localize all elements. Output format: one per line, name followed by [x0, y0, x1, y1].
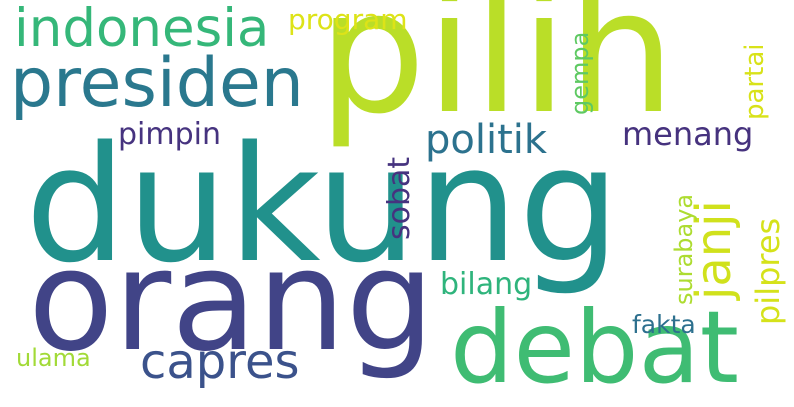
word-pilih: pilih — [318, 0, 676, 152]
word-politik: politik — [425, 117, 548, 163]
word-capres: capres — [140, 334, 300, 390]
word-gempa: gempa — [566, 31, 594, 115]
word-bilang: bilang — [440, 267, 533, 302]
word-sobat: sobat — [382, 156, 417, 240]
word-presiden: presiden — [10, 44, 304, 123]
word-dukung: dukung — [25, 111, 621, 298]
word-indonesia: indonesia — [14, 0, 270, 59]
word-pilpres: pilpres — [749, 217, 787, 325]
word-debat: debat — [450, 289, 739, 406]
word-orang: orang — [28, 220, 435, 383]
word-fakta: fakta — [632, 310, 696, 339]
word-program: program — [288, 3, 408, 36]
word-pimpin: pimpin — [118, 117, 221, 152]
word-menang: menang — [622, 115, 754, 153]
word-partai: partai — [740, 43, 770, 120]
word-surabaya: surabaya — [670, 193, 698, 305]
word-ulama: ulama — [16, 344, 91, 372]
